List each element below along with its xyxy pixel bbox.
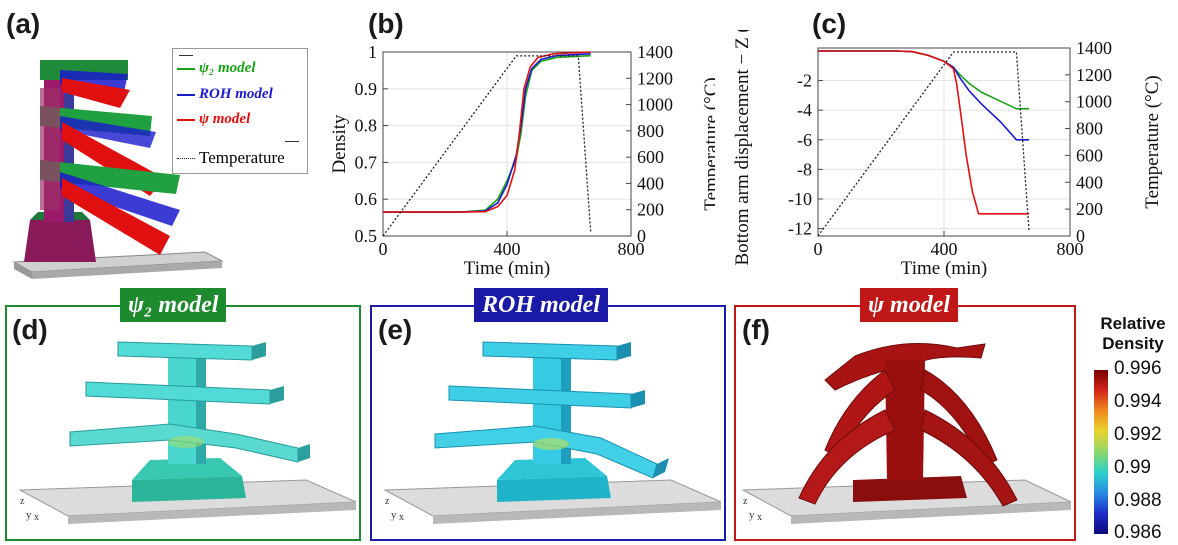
- colorbar-tick: 0.994: [1114, 391, 1162, 412]
- y2-tick-label: 1000: [637, 95, 673, 115]
- badge-psi2-model: ψ₂ model: [120, 288, 227, 322]
- legend-item-psi: ψ model: [177, 111, 250, 128]
- y-tick-label: 1: [368, 42, 377, 62]
- series-line-0: [383, 54, 591, 213]
- x-tick-label: 800: [1057, 239, 1084, 259]
- panel-e-simulation-render: z y x: [383, 341, 722, 524]
- colorbar-tick: 0.986: [1114, 522, 1162, 543]
- y2-axis-label: Temperature (°C): [1142, 75, 1163, 208]
- y2-tick-label: 800: [1076, 119, 1103, 139]
- y2-tick-label: 400: [637, 173, 664, 193]
- x-tick-label: 0: [814, 239, 823, 259]
- y2-tick-label: 0: [1076, 226, 1085, 246]
- y-axis-label: Density: [329, 114, 350, 174]
- y2-tick-label: 400: [1076, 172, 1103, 192]
- x-tick-label: 800: [618, 239, 645, 259]
- y2-tick-label: 600: [1076, 145, 1103, 165]
- axis-triad-z: z: [20, 496, 25, 507]
- chart-c-displacement: 0 400 800-2-4-6-8-10-12 0200400600800100012…: [732, 30, 1163, 279]
- x-tick-label: 400: [494, 239, 521, 259]
- y2-tick-label: 1400: [637, 42, 673, 62]
- legend-item-roh: ROH model: [177, 86, 273, 103]
- y2-tick-label: 1000: [1076, 92, 1112, 112]
- y2-axis-label: Temperature (°C): [701, 77, 715, 210]
- series-line-2: [383, 51, 591, 213]
- temperature-series-line: [817, 51, 1030, 237]
- legend-label-psi: ψ model: [199, 111, 251, 127]
- badge-roh-model: ROH model: [474, 288, 608, 322]
- x-axis-label: Time (min): [901, 258, 987, 279]
- temperature-series-line: [382, 55, 592, 237]
- y-tick-label: -12: [788, 219, 812, 239]
- legend-swatch-psi2: [177, 67, 195, 70]
- legend-arrow-bottom: [285, 141, 299, 142]
- colorbar-tick: 0.996: [1114, 358, 1162, 379]
- series-line-0: [818, 50, 1030, 110]
- panel-label-c: (c): [812, 8, 847, 39]
- y2-tick-label: 0: [637, 226, 646, 246]
- panel-a-overlay-illustration: [12, 60, 224, 279]
- y-tick-label: 0.5: [355, 226, 378, 246]
- panel-label-d: (d): [12, 314, 48, 345]
- y2-tick-label: 800: [637, 121, 664, 141]
- y-tick-label: 0.8: [355, 116, 378, 136]
- y2-tick-label: 200: [1076, 199, 1103, 219]
- y-tick-label: -8: [797, 159, 812, 179]
- chart-b-density: 0 400 800 0.5 0.6 0.7 0.8 0.9 1 0 200 400 600 800 1000…: [329, 42, 715, 279]
- legend: ψ₂ model ROH model ψ model Temperature: [172, 48, 308, 174]
- legend-label-psi2: ψ₂ model: [199, 60, 256, 76]
- legend-swatch-roh: [177, 93, 195, 96]
- badge-psi-model: ψ model: [860, 288, 959, 322]
- colorbar-title-line1: Relative: [1100, 314, 1166, 333]
- y2-tick-label: 200: [637, 200, 664, 220]
- axis-triad-x: x: [757, 512, 762, 523]
- series-line-1: [818, 50, 1030, 141]
- x-tick-label: 400: [931, 239, 958, 259]
- legend-swatch-temperature: [177, 157, 195, 159]
- legend-item-temperature: Temperature: [177, 148, 285, 168]
- y-tick-label: 0.9: [355, 79, 378, 99]
- colorbar-tick: 0.992: [1114, 424, 1162, 445]
- x-axis-label: Time (min): [464, 258, 550, 279]
- y-tick-label: 0.7: [355, 152, 378, 172]
- panel-label-b: (b): [368, 8, 404, 39]
- axis-triad-x: x: [399, 512, 404, 523]
- legend-label-roh: ROH model: [199, 86, 273, 102]
- y-tick-label: -4: [797, 100, 812, 120]
- panel-label-e: (e): [378, 314, 413, 345]
- axis-triad-y: y: [749, 509, 755, 521]
- legend-item-psi2: ψ₂ model: [177, 60, 256, 77]
- y-axis-label: Bottom arm displacement − Z (mm): [732, 30, 753, 266]
- y-tick-label: -10: [788, 189, 812, 209]
- series-line-1: [383, 53, 591, 213]
- colorbar-tick: 0.99: [1114, 457, 1151, 478]
- axis-triad-y: y: [391, 509, 397, 521]
- panel-f-simulation-render: z y x: [741, 343, 1072, 524]
- y-tick-label: -6: [797, 130, 812, 150]
- y2-tick-label: 1200: [637, 68, 673, 88]
- colorbar-tick: 0.988: [1114, 490, 1162, 511]
- colorbar-title: Relative Density: [1088, 314, 1178, 354]
- panel-label-a: (a): [6, 8, 41, 39]
- panel-label-f: (f): [742, 314, 770, 345]
- colorbar-gradient: [1094, 370, 1108, 534]
- y-tick-label: 0.6: [355, 189, 378, 209]
- x-tick-label: 0: [379, 239, 388, 259]
- y2-tick-label: 1400: [1076, 38, 1112, 58]
- legend-label-temperature: Temperature: [199, 148, 285, 167]
- panel-d-simulation-render: z y x: [18, 341, 357, 524]
- axis-triad-z: z: [743, 496, 748, 507]
- axis-triad-x: x: [34, 512, 39, 523]
- y2-tick-label: 600: [637, 147, 664, 167]
- series-line-2: [818, 50, 1030, 215]
- axis-triad-z: z: [385, 496, 390, 507]
- y2-tick-label: 1200: [1076, 65, 1112, 85]
- y-tick-label: -2: [797, 71, 812, 91]
- legend-swatch-psi: [177, 118, 195, 121]
- axis-triad-y: y: [26, 509, 32, 521]
- legend-arrow-top: [179, 55, 193, 56]
- colorbar-title-line2: Density: [1102, 334, 1164, 353]
